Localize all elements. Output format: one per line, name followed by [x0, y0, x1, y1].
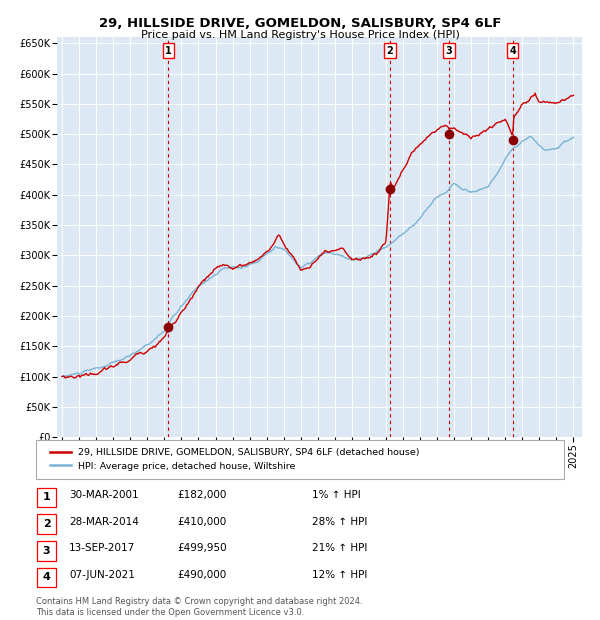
Text: 07-JUN-2021: 07-JUN-2021 [69, 570, 135, 580]
Legend: 29, HILLSIDE DRIVE, GOMELDON, SALISBURY, SP4 6LF (detached house), HPI: Average : 29, HILLSIDE DRIVE, GOMELDON, SALISBURY,… [46, 445, 424, 474]
Text: 29, HILLSIDE DRIVE, GOMELDON, SALISBURY, SP4 6LF: 29, HILLSIDE DRIVE, GOMELDON, SALISBURY,… [99, 17, 501, 30]
Text: 13-SEP-2017: 13-SEP-2017 [69, 543, 135, 554]
Text: 1: 1 [43, 492, 50, 502]
Text: 12% ↑ HPI: 12% ↑ HPI [312, 570, 367, 580]
Text: £499,950: £499,950 [177, 543, 227, 554]
Text: Price paid vs. HM Land Registry's House Price Index (HPI): Price paid vs. HM Land Registry's House … [140, 30, 460, 40]
Text: Contains HM Land Registry data © Crown copyright and database right 2024.
This d: Contains HM Land Registry data © Crown c… [36, 598, 362, 617]
Text: 4: 4 [43, 572, 50, 582]
Text: 21% ↑ HPI: 21% ↑ HPI [312, 543, 367, 554]
Text: 4: 4 [509, 45, 516, 56]
Text: £182,000: £182,000 [177, 490, 226, 500]
Text: 30-MAR-2001: 30-MAR-2001 [69, 490, 139, 500]
Text: £490,000: £490,000 [177, 570, 226, 580]
Text: 28-MAR-2014: 28-MAR-2014 [69, 516, 139, 527]
Text: 3: 3 [446, 45, 452, 56]
Text: 2: 2 [386, 45, 394, 56]
Text: 2: 2 [43, 519, 50, 529]
Text: 3: 3 [43, 546, 50, 556]
Text: 1% ↑ HPI: 1% ↑ HPI [312, 490, 361, 500]
Text: 28% ↑ HPI: 28% ↑ HPI [312, 516, 367, 527]
Text: 1: 1 [165, 45, 172, 56]
Text: £410,000: £410,000 [177, 516, 226, 527]
